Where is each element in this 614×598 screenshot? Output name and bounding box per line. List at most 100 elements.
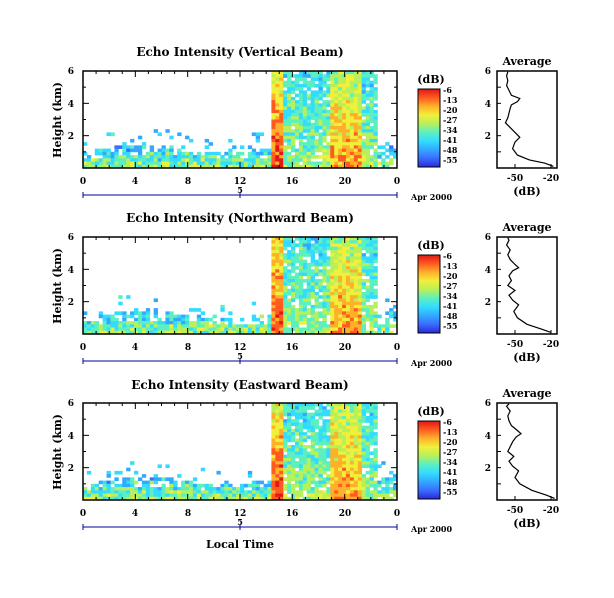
heatmap-cell <box>330 90 335 95</box>
x-tick-label: 20 <box>339 177 352 187</box>
heatmap-cell <box>349 272 355 277</box>
heatmap-cell <box>279 425 284 430</box>
heatmap-cell <box>338 155 343 159</box>
heatmap-cell <box>247 324 253 328</box>
heatmap-cell <box>326 435 331 439</box>
heatmap-cell <box>353 419 359 423</box>
heatmap-cell <box>165 314 170 319</box>
heatmap-cell <box>271 161 276 166</box>
heatmap-cell <box>294 253 300 257</box>
heatmap-cell <box>200 164 206 169</box>
heatmap-cell <box>298 441 304 446</box>
heatmap-cell <box>306 496 312 501</box>
heatmap-cell <box>373 113 378 117</box>
heatmap-cell <box>385 317 390 322</box>
heatmap-cell <box>361 83 367 88</box>
heatmap-cell <box>342 93 347 98</box>
heatmap-cell <box>283 441 288 446</box>
heatmap-cell <box>126 321 131 325</box>
heatmap-cell <box>243 490 249 494</box>
heatmap-cell <box>342 432 347 436</box>
heatmap-cell <box>334 457 339 462</box>
heatmap-cell <box>318 304 323 309</box>
heatmap-cell <box>353 291 359 296</box>
heatmap-cell <box>322 327 327 332</box>
heatmap-cell <box>247 474 253 478</box>
heatmap-cell <box>204 317 210 322</box>
heatmap-cell <box>334 415 339 420</box>
heatmap-cell <box>287 282 292 286</box>
heatmap-cell <box>126 295 131 299</box>
heatmap-cell <box>94 493 100 498</box>
profile-line <box>497 402 555 501</box>
heatmap-cell <box>236 161 241 166</box>
heatmap-cell <box>334 272 339 277</box>
heatmap-cell <box>275 256 280 261</box>
heatmap-cell <box>342 490 347 494</box>
heatmap-cell <box>298 116 304 120</box>
heatmap-cell <box>302 253 308 257</box>
heatmap-cell <box>353 125 359 130</box>
heatmap-cell <box>275 275 280 280</box>
heatmap-cell <box>365 240 370 244</box>
heatmap-cell <box>338 138 343 143</box>
heatmap-cell <box>310 291 315 296</box>
heatmap-cell <box>373 135 378 140</box>
heatmap-cell <box>349 428 355 433</box>
heatmap-cell <box>326 490 331 494</box>
heatmap-cell <box>169 487 174 491</box>
heatmap-cell <box>161 145 166 149</box>
heatmap-cell <box>275 266 280 270</box>
heatmap-cell <box>271 314 276 319</box>
heatmap-cell <box>291 474 296 478</box>
heatmap-cell <box>98 496 104 501</box>
heatmap-cell <box>318 470 323 475</box>
heatmap-cell <box>314 119 319 124</box>
heatmap-cell <box>153 477 158 481</box>
heatmap-cell <box>165 327 170 332</box>
heatmap-cell <box>357 304 363 309</box>
heatmap-cell <box>294 317 300 322</box>
heatmap-cell <box>240 317 245 322</box>
heatmap-cell <box>291 314 296 319</box>
heatmap-cell <box>349 119 355 124</box>
profile-y-tick: 4 <box>485 432 491 442</box>
heatmap-cell <box>291 103 296 107</box>
heatmap-cell <box>247 145 253 149</box>
heatmap-cell <box>353 155 359 159</box>
heatmap-cell <box>345 419 351 423</box>
heatmap-cell <box>349 74 355 78</box>
y-axis-label: Height (km) <box>51 248 64 324</box>
heatmap-cell <box>306 324 312 328</box>
heatmap-cell <box>369 438 374 443</box>
heatmap-cell <box>98 487 104 491</box>
heatmap-cell <box>271 240 276 244</box>
heatmap-cell <box>361 464 367 469</box>
date-label: Apr 2000 <box>410 192 453 202</box>
heatmap-cell <box>98 158 104 162</box>
heatmap-cell <box>314 496 319 501</box>
heatmap-cell <box>342 324 347 328</box>
heatmap-cell <box>334 324 339 328</box>
heatmap-cell <box>298 474 304 478</box>
heatmap-cell <box>208 327 213 332</box>
heatmap-cell <box>322 259 327 264</box>
heatmap-cell <box>334 298 339 303</box>
heatmap-cell <box>302 249 308 254</box>
heatmap-cell <box>298 288 304 293</box>
heatmap-cell <box>345 454 351 459</box>
heatmap-cell <box>381 145 386 149</box>
heatmap-cell <box>275 448 280 452</box>
heatmap-cell <box>279 164 284 169</box>
heatmap-cell <box>349 461 355 465</box>
heatmap-cell <box>298 266 304 270</box>
heatmap-cell <box>353 83 359 88</box>
heatmap-cell <box>314 129 319 133</box>
heatmap-cell <box>353 311 359 315</box>
heatmap-cell <box>338 151 343 156</box>
average-profile: Average 6 4 2 -50 -20 (dB) <box>485 221 559 364</box>
heatmap-cell <box>353 279 359 283</box>
heatmap-cell <box>275 477 280 481</box>
heatmap-cell <box>114 496 119 501</box>
heatmap-cell <box>318 125 323 130</box>
